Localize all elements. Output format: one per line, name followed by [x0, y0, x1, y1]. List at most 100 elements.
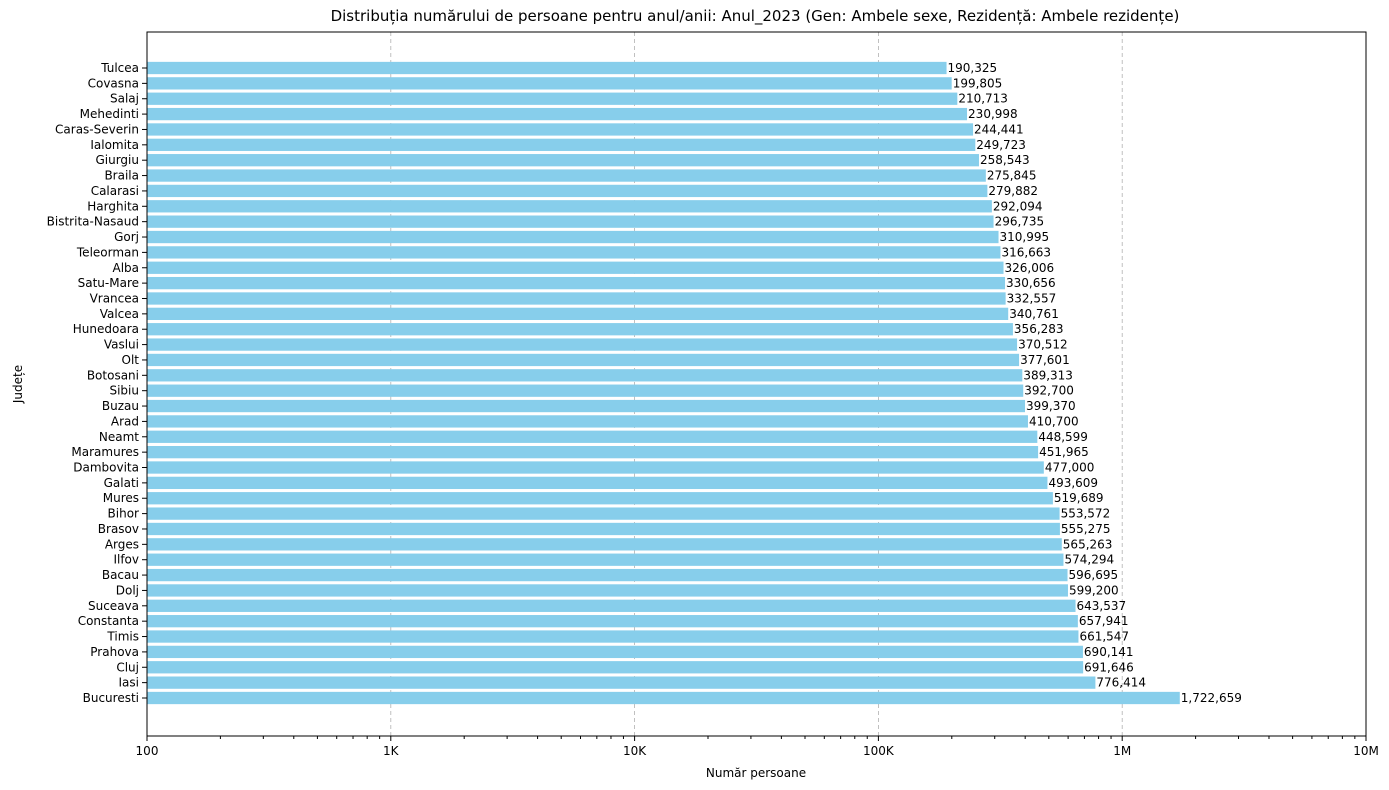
value-label: 1,722,659 [1181, 691, 1242, 705]
value-label: 519,689 [1054, 491, 1104, 505]
value-label: 448,599 [1038, 430, 1088, 444]
category-label: Ilfov [113, 553, 139, 567]
value-label: 258,543 [980, 153, 1030, 167]
bars [147, 61, 1180, 705]
bar [147, 476, 1048, 490]
bar [147, 261, 1004, 274]
value-label: 210,713 [958, 92, 1008, 106]
value-label: 574,294 [1064, 553, 1114, 567]
category-label: Cluj [116, 660, 139, 674]
x-tick-label: 100K [863, 744, 895, 758]
bar [147, 676, 1096, 689]
category-label: Valcea [100, 307, 139, 321]
category-label: Hunedoara [73, 322, 139, 336]
value-label: 477,000 [1045, 461, 1095, 475]
category-label: Giurgiu [95, 153, 139, 167]
category-label: Mures [103, 491, 139, 505]
x-axis-ticks: 100 1K 10K 100K 1M 10M [136, 736, 1379, 758]
category-label: Vaslui [104, 338, 139, 352]
value-label: 553,572 [1061, 507, 1111, 521]
x-tick-label: 1M [1113, 744, 1131, 758]
bar [147, 77, 952, 90]
value-label: 279,882 [988, 184, 1038, 198]
bar [147, 584, 1068, 597]
category-label: Constanta [78, 614, 139, 628]
bar [147, 276, 1006, 290]
category-label: Caras-Severin [55, 122, 139, 136]
bar [147, 522, 1060, 536]
category-label: Galati [104, 476, 139, 490]
x-tick-label: 100 [136, 744, 159, 758]
category-label: Iasi [119, 676, 139, 690]
bar [147, 645, 1083, 659]
bar [147, 138, 976, 151]
value-label: 596,695 [1069, 568, 1119, 582]
bar [147, 246, 1001, 259]
value-label: 565,263 [1063, 537, 1113, 551]
category-label: Mehedinti [80, 107, 139, 121]
value-label: 249,723 [976, 138, 1026, 152]
value-label: 691,646 [1084, 660, 1134, 674]
value-label: 230,998 [968, 107, 1018, 121]
value-label: 389,313 [1023, 368, 1073, 382]
category-label: Salaj [110, 92, 139, 106]
x-tick-label: 10K [623, 744, 647, 758]
bar [147, 461, 1044, 474]
category-label: Ialomita [90, 138, 139, 152]
bar [147, 323, 1013, 336]
value-label: 292,094 [993, 199, 1043, 213]
category-label: Arges [105, 537, 139, 551]
category-label: Sibiu [109, 384, 139, 398]
bar [147, 307, 1009, 320]
value-label: 657,941 [1079, 614, 1129, 628]
value-label: 190,325 [948, 61, 998, 75]
category-label: Brasov [98, 522, 139, 536]
category-label: Arad [111, 414, 139, 428]
category-label: Satu-Mare [78, 276, 139, 290]
category-label: Dambovita [73, 461, 139, 475]
bar [147, 92, 958, 105]
bar [147, 169, 986, 182]
bar [147, 215, 994, 228]
category-label: Maramures [71, 445, 139, 459]
value-label: 377,601 [1020, 353, 1070, 367]
x-axis-label: Număr persoane [706, 766, 806, 780]
value-label: 275,845 [987, 169, 1037, 183]
bar [147, 338, 1018, 351]
category-label: Calarasi [91, 184, 139, 198]
bar [147, 399, 1026, 413]
value-label: 643,537 [1077, 599, 1127, 613]
bar [147, 200, 992, 213]
category-label: Suceava [88, 599, 139, 613]
y-axis-label: Județe [11, 365, 25, 404]
value-label: 310,995 [1000, 230, 1050, 244]
x-tick-label: 1K [383, 744, 400, 758]
bar [147, 184, 988, 198]
bar [147, 61, 947, 75]
chart-title: Distribuția numărului de persoane pentru… [331, 7, 1180, 26]
category-label: Braila [104, 169, 139, 183]
bar [147, 154, 979, 167]
bar [147, 492, 1053, 505]
plot-frame [146, 31, 1367, 737]
bar [147, 430, 1038, 443]
value-label: 340,761 [1009, 307, 1059, 321]
value-label: 661,547 [1079, 630, 1129, 644]
value-label: 316,663 [1001, 245, 1051, 259]
value-label: 690,141 [1084, 645, 1134, 659]
bar [147, 353, 1020, 367]
bar [147, 538, 1062, 551]
category-label: Neamt [99, 430, 139, 444]
bar [147, 107, 968, 121]
value-label: 332,557 [1007, 291, 1057, 305]
value-label: 776,414 [1096, 676, 1146, 690]
category-label: Bacau [102, 568, 139, 582]
value-label: 493,609 [1048, 476, 1098, 490]
value-label: 199,805 [953, 76, 1003, 90]
bar [147, 230, 999, 244]
bar [147, 615, 1078, 628]
bar [147, 415, 1028, 428]
bar [147, 507, 1060, 520]
category-label: Bistrita-Nasaud [47, 215, 139, 229]
